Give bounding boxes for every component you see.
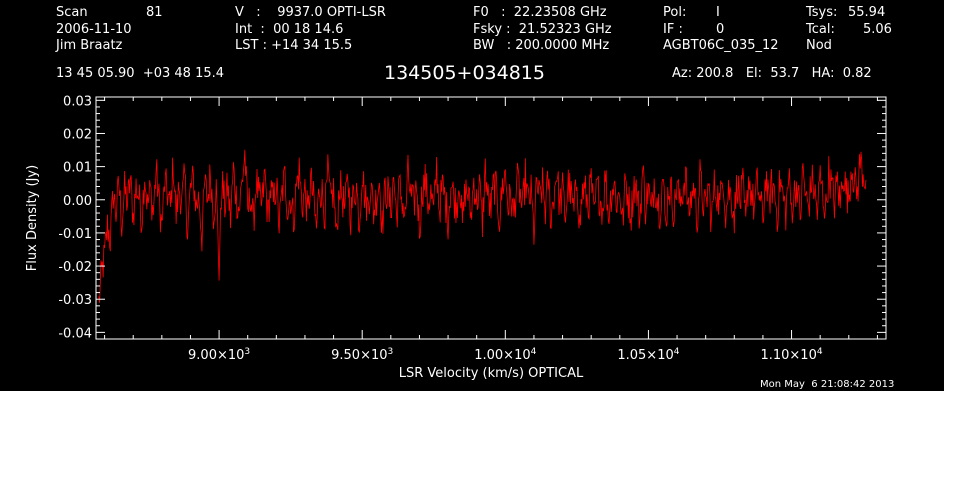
- y-tick-label: -0.04: [58, 326, 92, 341]
- y-tick-label: -0.01: [58, 227, 92, 242]
- tcal-value: 5.06: [863, 22, 892, 37]
- scan-label: Scan: [56, 5, 88, 20]
- x-tick-label: 1.00×104: [474, 347, 536, 363]
- x-axis-label: LSR Velocity (km/s) OPTICAL: [399, 366, 584, 381]
- plot-frame: [95, 96, 887, 340]
- y-tick-label: 0.00: [63, 194, 92, 209]
- x-tick-label: 9.50×103: [331, 347, 393, 363]
- tsys-value: 55.94: [848, 5, 886, 20]
- y-tick-label: -0.03: [58, 293, 92, 308]
- sky-frequency: Fsky : 21.52323 GHz: [473, 22, 612, 37]
- x-tick-label: 9.00×103: [188, 347, 250, 363]
- rest-frequency: F0 : 22.23508 GHz: [473, 5, 607, 20]
- y-axis-label: Flux Density (Jy): [25, 165, 40, 271]
- lst-info: LST : +14 34 15.5: [235, 38, 353, 53]
- spectrum-line-0: [98, 149, 867, 303]
- timestamp: Mon May 6 21:08:42 2013: [760, 379, 895, 390]
- observing-mode: Nod: [806, 38, 832, 53]
- spectrum-series: [98, 149, 867, 303]
- if-value: 0: [716, 22, 725, 37]
- y-tick-label: 0.03: [63, 94, 92, 109]
- source-coordinates: 13 45 05.90 +03 48 15.4: [56, 66, 225, 81]
- bandwidth: BW : 200.0000 MHz: [473, 38, 610, 53]
- y-tick-label: 0.01: [63, 161, 92, 176]
- x-tick-label: 1.05×104: [617, 347, 679, 363]
- axis-labels: 0.03 0.02 0.01 0.00 -0.01 -0.02 -0.03 -0.04 9.00…: [25, 94, 823, 381]
- az-el-ha: Az: 200.8 El: 53.7 HA: 0.82: [672, 66, 872, 81]
- tsys-label: Tsys:: [806, 5, 838, 20]
- tcal-label: Tcal:: [806, 22, 835, 37]
- if-label: IF :: [663, 22, 683, 37]
- axis-ticks: [96, 97, 886, 340]
- project-id: AGBT06C_035_12: [663, 38, 779, 53]
- integration-time: Int : 00 18 14.6: [235, 22, 344, 37]
- velocity-info: V : 9937.0 OPTI-LSR: [235, 5, 386, 20]
- y-tick-label: 0.02: [63, 127, 92, 142]
- spectrum-chart: 0.03 0.02 0.01 0.00 -0.01 -0.02 -0.03 -0.04 9.00…: [25, 94, 887, 381]
- polarization-value: I: [716, 5, 720, 20]
- source-name: 134505+034815: [384, 62, 545, 84]
- y-tick-label: -0.02: [58, 260, 92, 275]
- polarization-label: Pol:: [663, 5, 687, 20]
- observer-name: Jim Braatz: [56, 38, 123, 53]
- plot-window: Scan 81 2006-11-10 Jim Braatz V : 9937.0…: [0, 0, 944, 391]
- scan-value: 81: [146, 5, 163, 20]
- observation-date: 2006-11-10: [56, 22, 132, 37]
- x-tick-label: 1.10×104: [760, 347, 822, 363]
